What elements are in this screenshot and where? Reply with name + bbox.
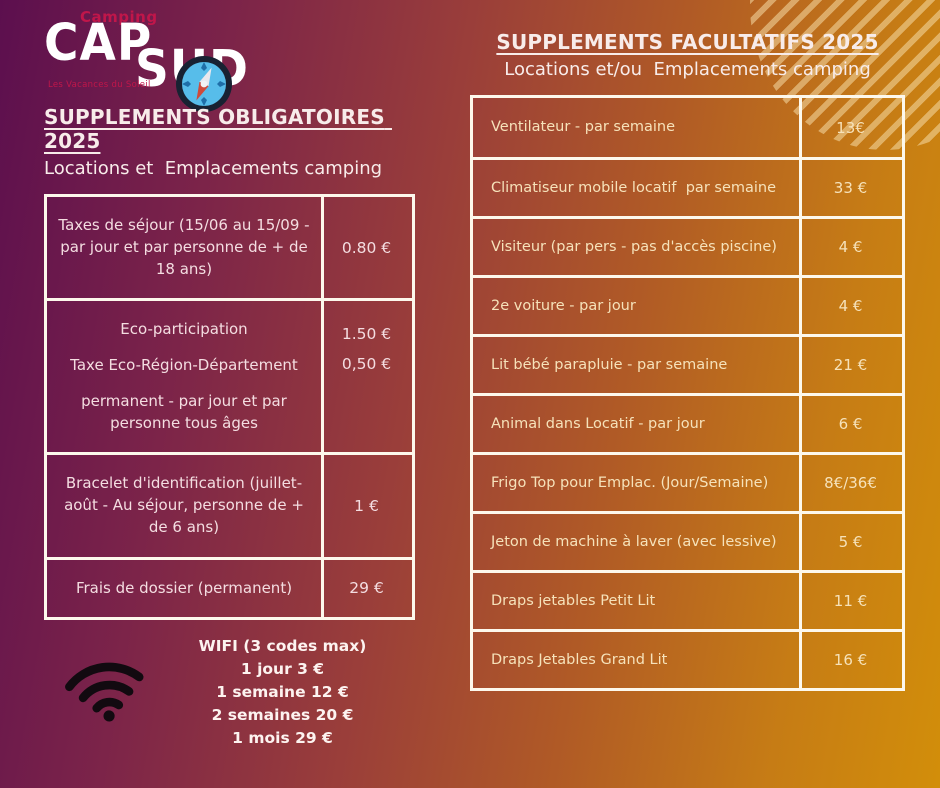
- row-label-cell: Draps Jetables Grand Lit: [473, 632, 802, 688]
- row-price-cell: 16 €: [802, 632, 899, 688]
- row-label: Eco-participation: [120, 320, 248, 339]
- table-row: Jeton de machine à laver (avec lessive) 5…: [473, 511, 902, 570]
- row-price: 0,50 €: [341, 355, 392, 374]
- row-price-cell: 11 €: [802, 573, 899, 629]
- row-label: Frais de dossier (permanent): [75, 578, 293, 597]
- wifi-price-lines: 1 jour 3 € 1 semaine 12 € 2 semaines 20 € 1…: [150, 658, 415, 750]
- row-label: Climatiseur mobile locatif par semaine: [491, 179, 777, 196]
- compass-icon: [176, 56, 232, 112]
- row-price: 4 €: [838, 297, 863, 315]
- row-label-cell: Taxes de séjour (15/06 au 15/09 - par jo…: [47, 197, 324, 299]
- row-label: permanent - par jour et par personne tou…: [81, 391, 287, 432]
- row-label-cell: Draps jetables Petit Lit: [473, 573, 802, 629]
- logo-camping-text: Camping: [80, 8, 158, 26]
- row-price-cell: 0.80 €: [324, 197, 409, 298]
- row-label: Frigo Top pour Emplac. (Jour/Semaine): [491, 474, 769, 491]
- row-price: 21 €: [833, 356, 868, 374]
- facultatifs-section: SUPPLEMENTS FACULTATIFS 2025 Locations e…: [470, 30, 905, 691]
- row-label: Animal dans Locatif - par jour: [491, 415, 705, 432]
- row-label: Bracelet d'identification (juillet-août …: [64, 474, 304, 536]
- row-price-cell: 29 €: [324, 560, 409, 618]
- obligatoires-section: SUPPLEMENTS OBLIGATOIRES 2025 Locations …: [44, 105, 415, 750]
- row-price: 16 €: [833, 651, 868, 669]
- table-row: Animal dans Locatif - par jour 6 €: [473, 393, 902, 452]
- obligatoires-title: SUPPLEMENTS OBLIGATOIRES 2025: [44, 105, 392, 153]
- row-label: Taxe Eco-Région-Département: [70, 356, 298, 374]
- table-row: 2e voiture - par jour 4 €: [473, 275, 902, 334]
- row-label: Draps Jetables Grand Lit: [491, 651, 668, 668]
- facultatifs-table: Ventilateur - par semaine 13€ Climatiseur …: [470, 95, 905, 691]
- logo-cap-text: CAP: [44, 13, 153, 74]
- row-label: Draps jetables Petit Lit: [491, 592, 656, 609]
- row-label: Jeton de machine à laver (avec lessive): [491, 533, 777, 550]
- table-row: Bracelet d'identification (juillet-août …: [47, 452, 412, 557]
- row-label-cell: Animal dans Locatif - par jour: [473, 396, 802, 452]
- table-row: Draps jetables Petit Lit 11 €: [473, 570, 902, 629]
- wifi-price-line: 1 mois 29 €: [232, 729, 333, 748]
- logo-tagline: Les Vacances du Soleil: [48, 80, 151, 90]
- row-price-cell: 21 €: [802, 337, 899, 393]
- row-label-cell: Bracelet d'identification (juillet-août …: [47, 455, 324, 557]
- table-row: Eco-participation Taxe Eco-Région-Départe…: [47, 298, 412, 453]
- obligatoires-subtitle: Locations et Emplacements camping: [44, 158, 383, 179]
- table-row: Draps Jetables Grand Lit 16 €: [473, 629, 902, 688]
- row-label: Lit bébé parapluie - par semaine: [491, 356, 728, 373]
- row-label-cell: Visiteur (par pers - pas d'accès piscine…: [473, 219, 802, 275]
- row-price: 6 €: [838, 415, 863, 433]
- wifi-title: WIFI (3 codes max): [198, 637, 367, 656]
- row-price-cell: 1 €: [324, 455, 409, 556]
- wifi-price-line: 2 semaines 20 €: [211, 706, 354, 725]
- row-label-cell: Climatiseur mobile locatif par semaine: [473, 160, 802, 216]
- row-label: Ventilateur - par semaine: [491, 119, 676, 136]
- row-price: 1.50 €: [341, 325, 392, 344]
- table-row: Climatiseur mobile locatif par semaine 33…: [473, 157, 902, 216]
- wifi-price-line: 1 semaine 12 €: [216, 683, 349, 702]
- table-row: Taxes de séjour (15/06 au 15/09 - par jo…: [47, 197, 412, 299]
- row-price-cell: 8€/36€: [802, 455, 899, 511]
- row-label-cell: Frigo Top pour Emplac. (Jour/Semaine): [473, 455, 802, 511]
- table-row: Frais de dossier (permanent) 29 €: [47, 556, 412, 618]
- row-label: 2e voiture - par jour: [491, 297, 636, 314]
- row-label-cell: 2e voiture - par jour: [473, 278, 802, 334]
- row-label: Taxes de séjour (15/06 au 15/09 - par jo…: [58, 216, 310, 278]
- row-price-cell: 6 €: [802, 396, 899, 452]
- row-label-cell: Eco-participation Taxe Eco-Région-Départe…: [47, 301, 324, 453]
- obligatoires-table: Taxes de séjour (15/06 au 15/09 - par jo…: [44, 194, 415, 621]
- row-price: 0.80 €: [341, 238, 392, 257]
- wifi-icon: [65, 662, 144, 722]
- row-price-cell: 13€: [802, 98, 899, 157]
- row-price-cell: 1.50 € 0,50 €: [324, 301, 409, 452]
- table-row: Lit bébé parapluie - par semaine 21 €: [473, 334, 902, 393]
- row-label-cell: Lit bébé parapluie - par semaine: [473, 337, 802, 393]
- row-price-cell: 5 €: [802, 514, 899, 570]
- row-label-cell: Jeton de machine à laver (avec lessive): [473, 514, 802, 570]
- table-row: Ventilateur - par semaine 13€: [473, 98, 902, 157]
- row-price-cell: 4 €: [802, 219, 899, 275]
- row-price-cell: 33 €: [802, 160, 899, 216]
- wifi-pricing: WIFI (3 codes max) 1 jour 3 € 1 semaine 1…: [150, 630, 415, 750]
- row-price: 8€/36€: [824, 474, 877, 492]
- wifi-price-line: 1 jour 3 €: [240, 660, 325, 679]
- row-price: 5 €: [838, 533, 863, 551]
- wifi-section: WIFI (3 codes max) 1 jour 3 € 1 semaine 1…: [44, 630, 415, 750]
- table-row: Visiteur (par pers - pas d'accès piscine…: [473, 216, 902, 275]
- row-price: 11 €: [833, 592, 868, 610]
- row-price-cell: 4 €: [802, 278, 899, 334]
- row-label: Visiteur (par pers - pas d'accès piscine…: [491, 238, 777, 255]
- facultatifs-title: SUPPLEMENTS FACULTATIFS 2025: [496, 30, 879, 54]
- row-label-cell: Ventilateur - par semaine: [473, 98, 802, 157]
- row-price: 1 €: [354, 496, 379, 515]
- capsud-logo: Camping CAP SUD Les Vacances du Soleil: [22, 4, 248, 114]
- row-label-cell: Frais de dossier (permanent): [47, 559, 324, 618]
- table-row: Frigo Top pour Emplac. (Jour/Semaine) 8€/…: [473, 452, 902, 511]
- row-price: 4 €: [838, 238, 863, 256]
- row-price: 29 €: [349, 579, 384, 598]
- row-price: 13€: [836, 118, 865, 137]
- row-price: 33 €: [833, 179, 868, 197]
- facultatifs-subtitle: Locations et/ou Emplacements camping: [504, 59, 871, 80]
